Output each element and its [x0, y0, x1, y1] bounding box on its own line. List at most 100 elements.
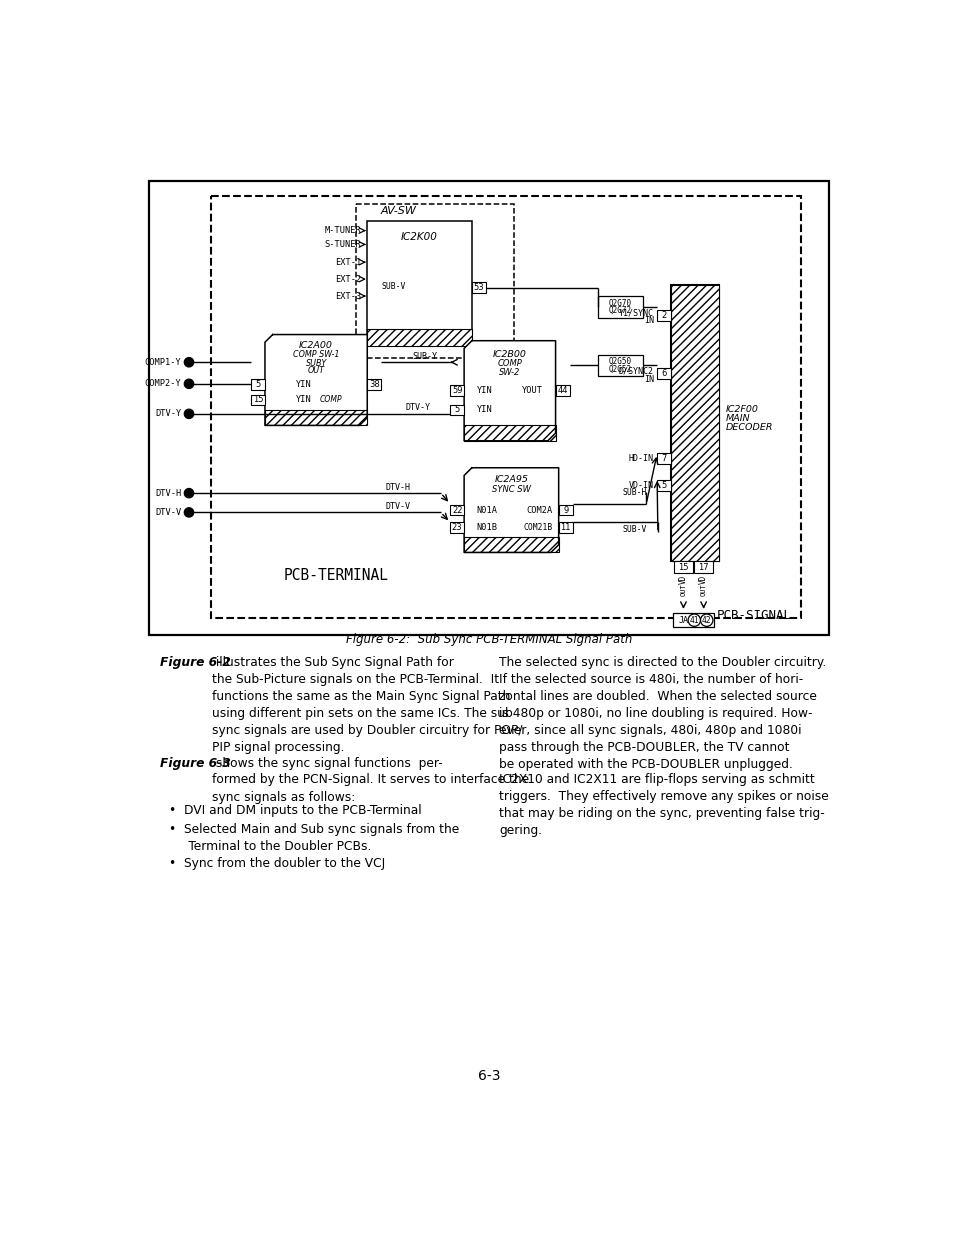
Text: YIN: YIN — [295, 380, 312, 389]
Circle shape — [184, 379, 193, 389]
Text: IC2F00: IC2F00 — [724, 405, 758, 414]
Polygon shape — [265, 335, 367, 425]
Bar — [694, 561, 712, 573]
Text: OUT: OUT — [700, 583, 706, 595]
Bar — [367, 330, 472, 346]
Bar — [657, 368, 670, 379]
Text: illustrates the Sub Sync Signal Path for
the Sub-Picture signals on the PCB-Term: illustrates the Sub Sync Signal Path for… — [212, 656, 522, 755]
Text: DTV-V: DTV-V — [154, 508, 181, 517]
Polygon shape — [464, 468, 558, 552]
Bar — [450, 522, 464, 534]
Bar — [657, 480, 670, 490]
Text: EXT-2: EXT-2 — [335, 274, 360, 284]
Text: IC2A95: IC2A95 — [494, 474, 528, 484]
Text: 15: 15 — [253, 395, 263, 405]
Text: DTV-Y: DTV-Y — [154, 409, 181, 419]
Bar — [598, 354, 642, 377]
Text: OUT: OUT — [307, 367, 324, 375]
Text: 22: 22 — [452, 505, 462, 515]
Text: 15: 15 — [678, 563, 688, 572]
Text: •  DVI and DM inputs to the PCB-Terminal: • DVI and DM inputs to the PCB-Terminal — [169, 804, 421, 818]
Text: D/SYNC2: D/SYNC2 — [618, 367, 654, 375]
Text: AV-SW: AV-SW — [380, 206, 416, 216]
Circle shape — [184, 489, 193, 498]
Text: 42: 42 — [701, 616, 711, 625]
Text: Figure 6-2: Figure 6-2 — [159, 656, 230, 669]
Text: DTV-H: DTV-H — [154, 489, 181, 498]
Text: JA: JA — [678, 616, 687, 625]
Text: Q2G70: Q2G70 — [608, 299, 632, 308]
Text: 53: 53 — [473, 283, 484, 291]
Text: IC2A00: IC2A00 — [299, 341, 333, 350]
Bar — [355, 204, 514, 358]
Text: Y1/SYNC: Y1/SYNC — [618, 309, 654, 317]
Text: OUT: OUT — [679, 583, 686, 595]
Text: VD: VD — [679, 576, 687, 584]
Circle shape — [700, 614, 712, 626]
Text: COMP: COMP — [319, 395, 341, 405]
Text: SW-2: SW-2 — [498, 368, 520, 377]
Text: N01B: N01B — [476, 524, 497, 532]
Text: PCB-SIGNAL: PCB-SIGNAL — [717, 609, 791, 622]
Bar — [464, 425, 555, 441]
Text: COMP: COMP — [497, 359, 521, 368]
Bar — [149, 180, 828, 635]
Polygon shape — [464, 341, 555, 441]
Text: COMP SW-1: COMP SW-1 — [293, 350, 339, 359]
Bar — [450, 385, 464, 396]
Text: IC2X10 and IC2X11 are flip-flops serving as schmitt
triggers.  They effectively : IC2X10 and IC2X11 are flip-flops serving… — [498, 773, 828, 837]
Text: 41: 41 — [689, 616, 699, 625]
Text: COM2A: COM2A — [526, 505, 552, 515]
Bar — [657, 453, 670, 464]
Text: MAIN: MAIN — [724, 414, 749, 422]
Text: EXT-3: EXT-3 — [335, 291, 360, 300]
Bar — [670, 285, 719, 561]
Text: 9: 9 — [562, 505, 568, 515]
Bar — [657, 310, 670, 321]
Bar — [464, 537, 558, 552]
Bar — [670, 285, 719, 561]
Text: YOUT: YOUT — [521, 387, 542, 395]
Bar — [558, 522, 572, 534]
Text: COM21B: COM21B — [522, 524, 552, 532]
Bar — [450, 405, 464, 415]
Text: DTV-H: DTV-H — [385, 483, 411, 492]
Circle shape — [184, 358, 193, 367]
Text: YIN: YIN — [476, 405, 492, 415]
Circle shape — [184, 409, 193, 419]
Text: SUB-V: SUB-V — [381, 283, 405, 291]
Text: 11: 11 — [559, 524, 570, 532]
Text: 23: 23 — [452, 524, 462, 532]
Text: SYNC SW: SYNC SW — [492, 485, 530, 494]
Text: 5: 5 — [660, 480, 666, 490]
Bar — [211, 196, 801, 618]
Bar — [450, 505, 464, 515]
Text: IC2B00: IC2B00 — [493, 350, 526, 359]
Text: 6: 6 — [660, 369, 666, 378]
Bar — [555, 385, 569, 396]
Bar — [367, 221, 472, 346]
Text: 38: 38 — [369, 380, 379, 389]
Text: YIN: YIN — [476, 387, 492, 395]
Text: SUB-Y: SUB-Y — [413, 352, 437, 361]
Text: N01A: N01A — [476, 505, 497, 515]
Text: COMP1-Y: COMP1-Y — [144, 358, 181, 367]
Text: COMP2-Y: COMP2-Y — [144, 379, 181, 388]
Text: 17: 17 — [698, 563, 708, 572]
Text: M-TUNER: M-TUNER — [324, 226, 360, 235]
Text: SUB-H: SUB-H — [621, 488, 646, 496]
Bar — [558, 505, 572, 515]
Text: DTV-Y: DTV-Y — [405, 403, 430, 412]
Bar — [598, 296, 642, 317]
Bar — [251, 395, 265, 405]
Text: SUB-V: SUB-V — [621, 525, 646, 534]
Text: VD: VD — [699, 576, 707, 584]
Text: Figure 6-2:  Sub Sync PCB-TERMINAL Signal Path: Figure 6-2: Sub Sync PCB-TERMINAL Signal… — [345, 634, 632, 646]
Bar — [472, 282, 485, 293]
Text: HD-IN: HD-IN — [628, 454, 654, 463]
Text: PCB-TERMINAL: PCB-TERMINAL — [283, 568, 388, 583]
Text: IN: IN — [643, 374, 654, 384]
Text: 59: 59 — [452, 387, 462, 395]
Text: Q2G50: Q2G50 — [608, 357, 632, 366]
Text: •  Selected Main and Sub sync signals from the
     Terminal to the Doubler PCBs: • Selected Main and Sub sync signals fro… — [169, 823, 458, 852]
